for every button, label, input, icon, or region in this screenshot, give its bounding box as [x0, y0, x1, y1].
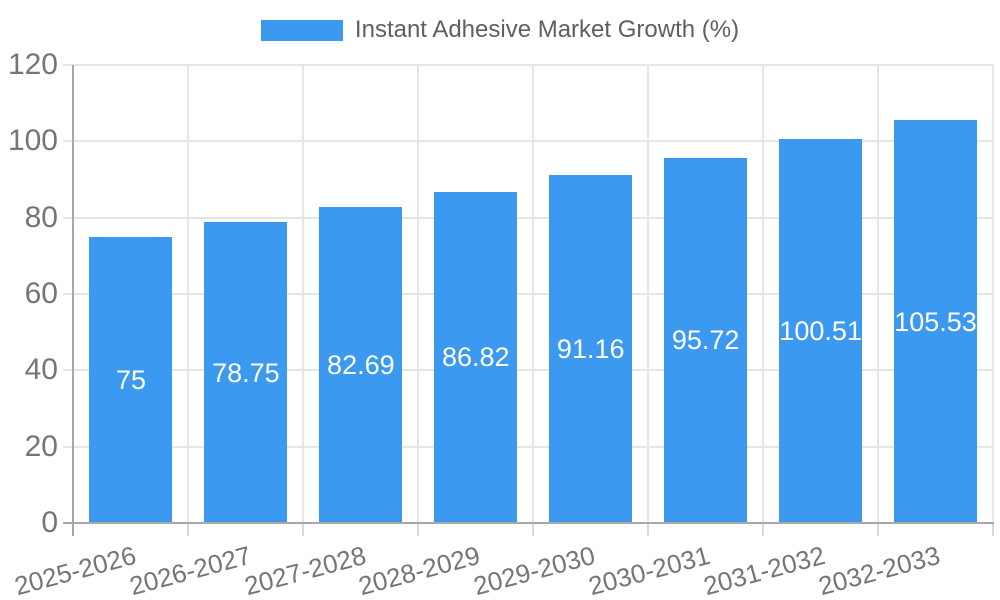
legend-swatch: [260, 19, 343, 41]
bar-value-label: 100.51: [779, 316, 862, 347]
x-axis-tick: [302, 524, 305, 536]
x-axis-tick: [417, 524, 420, 536]
legend-label: Instant Adhesive Market Growth (%): [354, 16, 740, 43]
bar[interactable]: 95.72: [664, 157, 748, 523]
x-tick-label: 2032-2033: [815, 540, 944, 600]
x-axis-tick: [532, 524, 535, 536]
y-tick-label: 80: [24, 200, 58, 234]
bar-value-label: 78.75: [212, 357, 280, 388]
bar-value-label: 95.72: [671, 325, 740, 356]
x-axis-tick: [647, 524, 650, 536]
y-tick-label: 0: [41, 506, 58, 539]
bar-value-label: 75: [115, 364, 146, 395]
y-axis-tick: [62, 369, 74, 372]
x-tick-label: 2031-2032: [700, 540, 829, 600]
bar[interactable]: 75: [89, 236, 173, 523]
x-axis-tick: [992, 524, 994, 536]
x-tick-label: 2029-2030: [470, 540, 599, 600]
y-tick-label: 20: [24, 429, 58, 463]
y-tick-label: 40: [24, 353, 58, 387]
x-tick-label: 2030-2031: [585, 540, 714, 600]
legend-item[interactable]: Instant Adhesive Market Growth (%): [260, 16, 740, 44]
x-axis-line: [62, 522, 994, 524]
bar-value-label: 82.69: [327, 350, 395, 381]
x-axis-tick: [187, 524, 190, 536]
gridline-vertical: [417, 65, 420, 523]
y-axis-tick: [62, 445, 74, 448]
bar[interactable]: 91.16: [549, 175, 633, 523]
legend: Instant Adhesive Market Growth (%): [0, 16, 1000, 44]
bar[interactable]: 100.51: [779, 139, 863, 523]
x-tick-label: 2027-2028: [240, 540, 369, 600]
x-axis-tick: [762, 524, 765, 536]
x-tick-label: 2028-2029: [355, 540, 484, 600]
gridline-vertical: [187, 65, 190, 523]
x-tick-label: 2026-2027: [125, 540, 254, 600]
bar-value-label: 105.53: [894, 306, 977, 337]
y-axis-tick: [62, 293, 74, 295]
bar-value-label: 86.82: [441, 342, 510, 373]
gridline-vertical: [532, 65, 535, 523]
bar[interactable]: 86.82: [434, 191, 518, 523]
gridline-vertical: [762, 65, 765, 523]
x-axis-tick: [877, 524, 880, 536]
y-axis-tick: [62, 140, 74, 143]
gridline-vertical: [302, 65, 305, 523]
bar[interactable]: 105.53: [894, 120, 978, 523]
y-tick-label: 100: [7, 124, 58, 158]
y-tick-label: 120: [7, 48, 58, 81]
bar[interactable]: 82.69: [319, 207, 403, 523]
gridline-vertical: [647, 65, 650, 523]
bar-value-label: 91.16: [556, 334, 625, 365]
y-tick-label: 60: [24, 277, 58, 310]
y-axis-line: [72, 65, 74, 536]
x-tick-label: 2025-2026: [10, 540, 139, 600]
y-axis-tick: [62, 216, 74, 219]
gridline-vertical: [877, 65, 880, 523]
gridline-vertical: [992, 65, 994, 523]
bar[interactable]: 78.75: [204, 222, 288, 523]
y-axis-tick: [62, 64, 74, 66]
